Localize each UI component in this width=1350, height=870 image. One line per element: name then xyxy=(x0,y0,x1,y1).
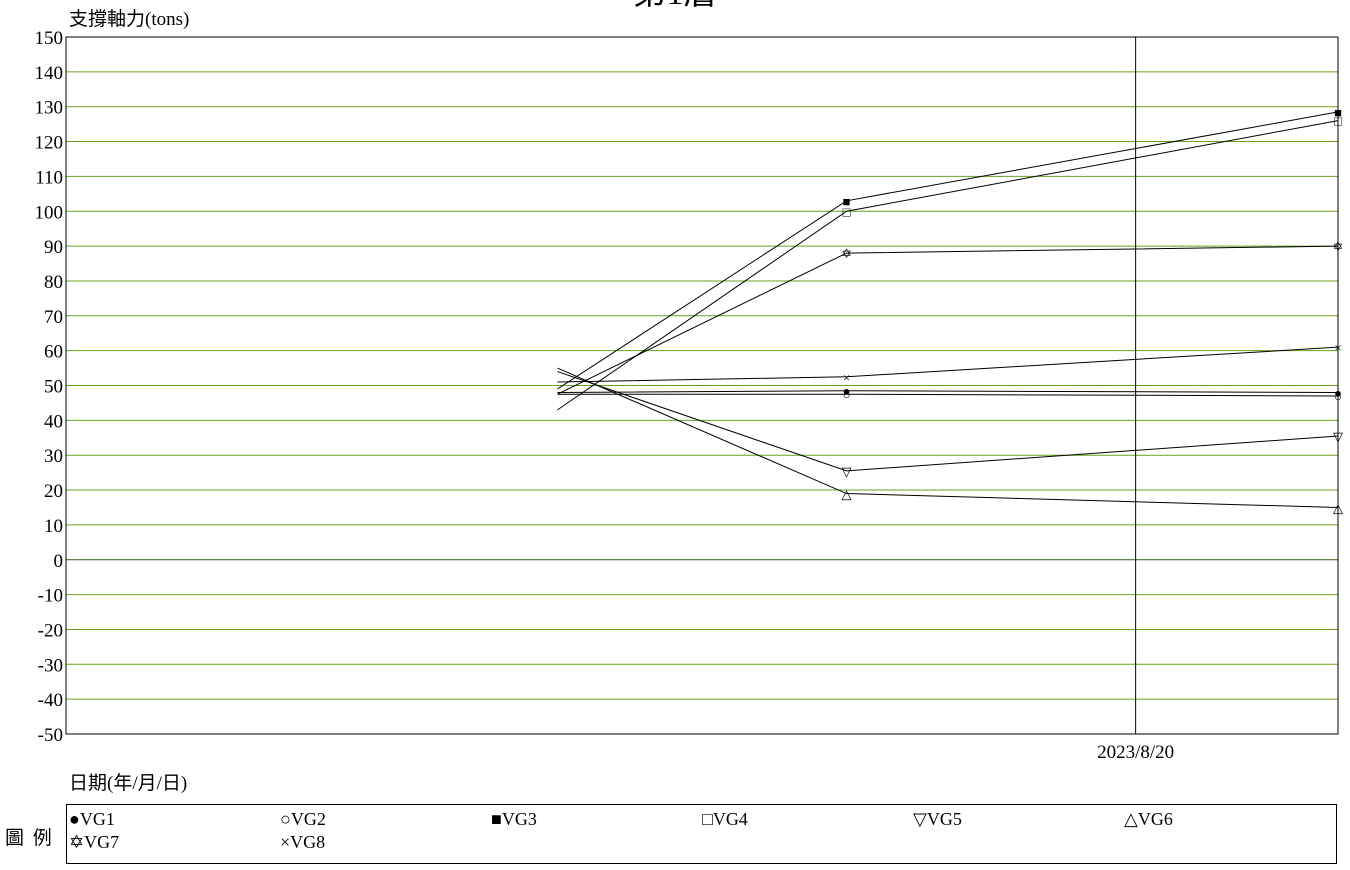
series-line-vg1 xyxy=(557,390,1339,393)
y-tick-label: 60 xyxy=(44,342,63,363)
legend-title: 圖 例 xyxy=(5,828,54,849)
y-axis-ticks: -50 -40 -30 -20 -10 0 10 20 30 40 50 60 70 80 90 100 110… xyxy=(35,28,64,746)
series-line-vg4 xyxy=(557,120,1339,411)
y-tick-label: 10 xyxy=(44,516,63,537)
y-tick-label: 120 xyxy=(35,133,64,154)
y-tick-label: 110 xyxy=(35,167,63,188)
y-tick-label: -40 xyxy=(38,690,63,711)
x-axis-ticks: 2023/8/20 xyxy=(1097,742,1174,763)
data-point-vg5: ▽ xyxy=(842,464,852,479)
legend-item-vg3: ■VG3 xyxy=(491,809,537,829)
y-tick-label: 100 xyxy=(35,202,64,223)
series-layer: ● ●○ ○■■□□▽▽△△✡ ✡×× xyxy=(557,105,1343,515)
series-line-vg7 xyxy=(557,245,1339,395)
legend-item-vg7: ✡VG7 xyxy=(69,832,120,852)
y-tick-label: 80 xyxy=(44,272,63,293)
y-tick-label: 140 xyxy=(35,63,64,84)
y-tick-label: -50 xyxy=(38,725,63,746)
y-tick-label: -30 xyxy=(38,655,63,676)
series-line-vg3 xyxy=(557,111,1339,390)
legend-item-vg4: □VG4 xyxy=(702,809,748,829)
y-tick-label: 50 xyxy=(44,377,63,398)
y-tick-label: 130 xyxy=(35,98,64,119)
data-point-vg6: △ xyxy=(842,487,852,502)
legend: ●VG1 ○VG2 ■VG3 □VG4 ▽VG5 △VG6 ✡VG7 ×VG8 xyxy=(66,804,1337,864)
y-tick-label: 70 xyxy=(44,307,63,328)
data-point-vg4: □ xyxy=(843,204,851,219)
plot-frame xyxy=(65,36,1339,735)
x-axis-label: 日期(年/月/日) xyxy=(69,773,188,794)
data-point-vg2: ○ xyxy=(843,387,851,402)
data-point-vg7: ✡ xyxy=(841,246,852,261)
data-point-vg1: ● xyxy=(843,384,851,399)
legend-item-vg2: ○VG2 xyxy=(280,809,326,829)
legend-item-vg8: ×VG8 xyxy=(280,832,326,852)
y-tick-label: 40 xyxy=(44,411,63,432)
series-line-vg8 xyxy=(557,346,1339,383)
y-axis-label: 支撐軸力(tons) xyxy=(69,9,190,30)
y-tick-label: 30 xyxy=(44,446,63,467)
y-tick-label: -20 xyxy=(38,620,63,641)
y-tick-label: 0 xyxy=(54,551,64,572)
series-line-vg2 xyxy=(557,393,1339,397)
data-point-vg8: × xyxy=(843,370,850,385)
chart-title: 第1層 xyxy=(0,0,1350,14)
data-point-vg3: ■ xyxy=(843,194,851,209)
x-tick-label: 2023/8/20 xyxy=(1097,742,1174,763)
y-tick-label: -10 xyxy=(38,586,63,607)
grid xyxy=(66,36,1338,735)
legend-item-vg6: △VG6 xyxy=(1124,809,1173,829)
legend-item-vg1: ●VG1 xyxy=(69,809,115,829)
series-line-vg5 xyxy=(557,371,1339,472)
legend-item-vg5: ▽VG5 xyxy=(913,809,962,829)
y-tick-label: 20 xyxy=(44,481,63,502)
y-tick-label: 150 xyxy=(35,28,64,49)
series-line-vg6 xyxy=(557,367,1339,508)
y-tick-label: 90 xyxy=(44,237,63,258)
